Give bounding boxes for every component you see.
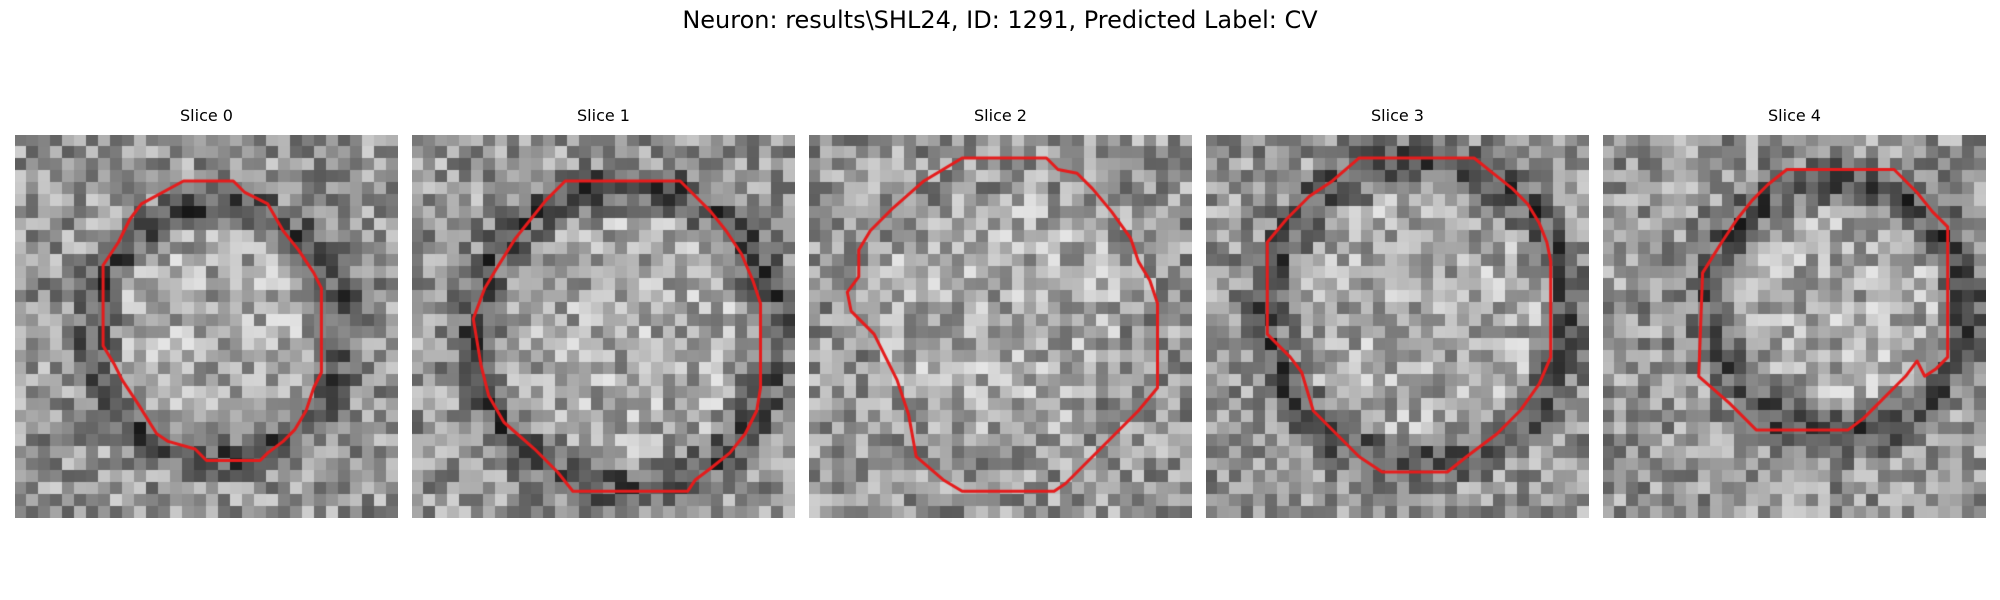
slice-image-1	[412, 135, 795, 518]
slice-title-2: Slice 2	[974, 106, 1027, 125]
figure-title: Neuron: results\SHL24, ID: 1291, Predict…	[682, 6, 1318, 34]
slice-title-4: Slice 4	[1768, 106, 1821, 125]
slice-title-3: Slice 3	[1371, 106, 1424, 125]
slice-title-0: Slice 0	[180, 106, 233, 125]
slice-image-0	[15, 135, 398, 518]
slice-title-1: Slice 1	[577, 106, 630, 125]
slice-image-2	[809, 135, 1192, 518]
slice-image-3	[1206, 135, 1589, 518]
slice-image-4	[1603, 135, 1986, 518]
